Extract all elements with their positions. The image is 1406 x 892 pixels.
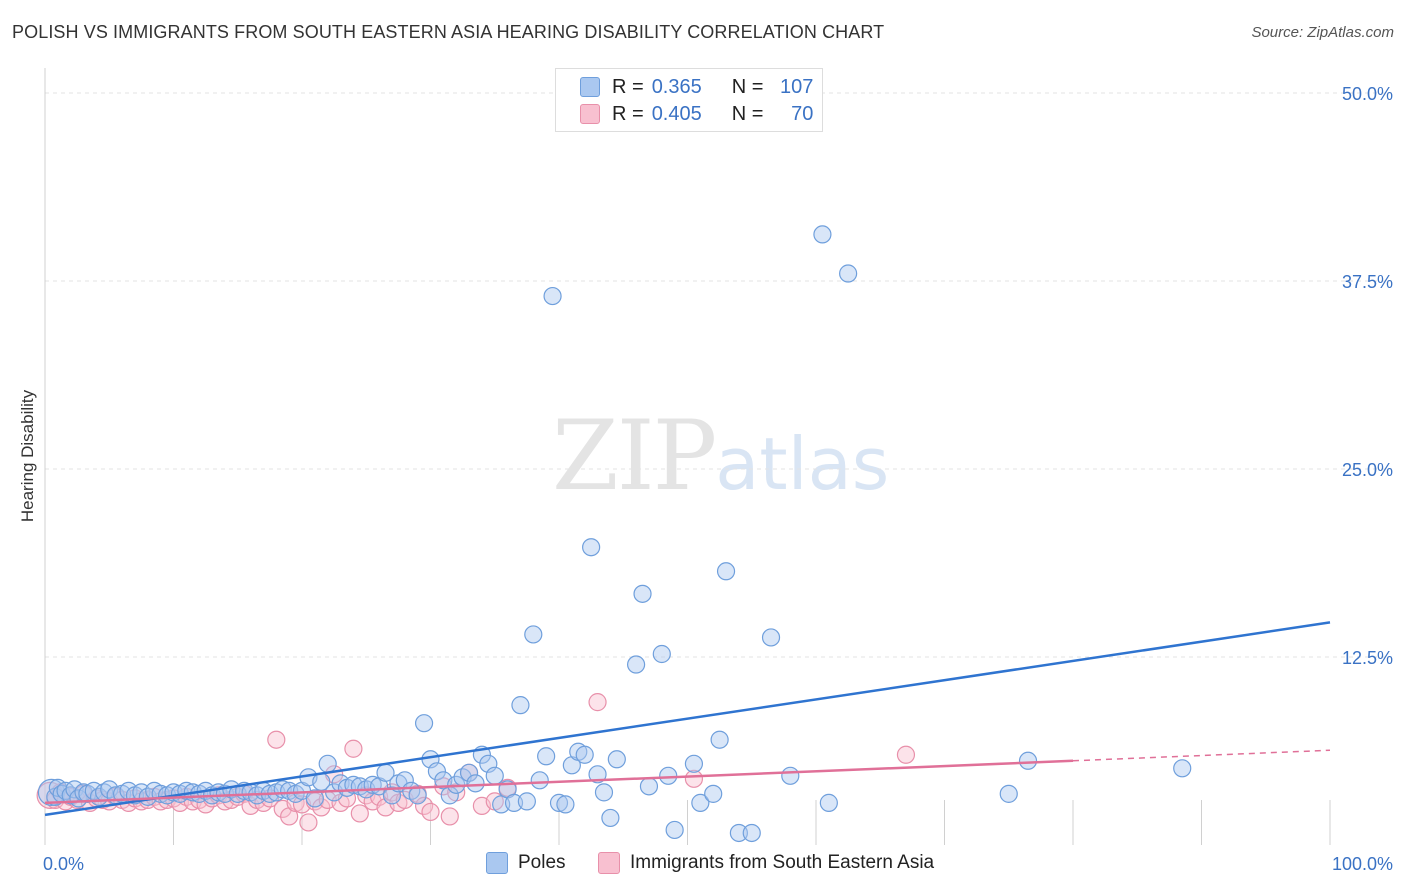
immigrants-point: [267, 730, 286, 749]
legend-n-label: N =: [731, 75, 764, 98]
pink-series-points: [36, 693, 916, 832]
poles-point: [665, 820, 684, 840]
bottom-legend-poles: Poles: [486, 852, 566, 874]
poles-point: [601, 808, 620, 828]
poles-point: [530, 771, 549, 790]
y-tick-label: 37.5%: [1342, 272, 1393, 292]
poles-point: [543, 286, 562, 306]
poles-point: [1173, 759, 1192, 778]
poles-point: [684, 754, 704, 773]
axes: [44, 68, 1331, 845]
bottom-swatch-poles: [486, 852, 508, 874]
legend-swatch-poles: [580, 77, 600, 97]
legend-n-label: N =: [731, 102, 764, 125]
poles-point: [556, 795, 575, 814]
poles-point: [1018, 751, 1038, 770]
poles-point: [839, 264, 858, 283]
poles-trend-line: [44, 621, 1331, 817]
poles-point: [633, 584, 652, 603]
immigrants-point: [344, 739, 363, 758]
poles-point: [427, 762, 447, 781]
poles-point: [729, 823, 749, 843]
poles-point: [742, 823, 761, 843]
poles-point: [549, 793, 569, 812]
bottom-swatch-immigrants: [598, 852, 620, 874]
poles-point: [710, 730, 729, 749]
poles-point: [485, 766, 504, 785]
legend-n-value: 107: [780, 75, 814, 98]
poles-point: [626, 655, 646, 674]
blue-series-points: [37, 225, 1192, 843]
poles-point: [716, 562, 736, 581]
poles-point: [813, 225, 832, 244]
immigrants-point: [350, 804, 369, 823]
poles-point: [761, 628, 781, 647]
source-credit: Source: ZipAtlas.com: [1251, 24, 1394, 41]
legend-r-label: R =: [612, 102, 644, 125]
y-tick-label: 25.0%: [1342, 460, 1393, 480]
poles-point: [588, 765, 607, 784]
watermark-atlas: atlas: [715, 422, 890, 506]
y-axis-label: Hearing Disability: [18, 389, 37, 523]
immigrants-point: [421, 802, 440, 822]
poles-point: [511, 696, 530, 715]
correlation-legend: R = 0.365 N = 107 R = 0.405 N = 70: [555, 68, 823, 132]
chart-title: POLISH VS IMMIGRANTS FROM SOUTH EASTERN …: [12, 22, 885, 42]
poles-point: [594, 783, 614, 802]
immigrants-point: [312, 798, 331, 817]
poles-point: [659, 766, 678, 785]
watermark-zip: ZIP: [552, 400, 717, 512]
y-tick-label: 12.5%: [1342, 648, 1393, 668]
legend-row-immigrants: R = 0.405 N = 70: [556, 101, 813, 127]
poles-point: [459, 763, 479, 782]
legend-row-poles: R = 0.365 N = 107: [556, 74, 813, 100]
legend-r-value: 0.365: [651, 75, 702, 98]
x-tick-labels: 0.0% 100.0%: [43, 854, 1393, 874]
poles-point: [704, 784, 723, 803]
immigrants-point: [299, 813, 318, 832]
poles-point: [524, 625, 543, 644]
legend-swatch-immigrants: [580, 104, 600, 124]
immigrants-point: [896, 745, 916, 764]
immigrants-point: [440, 807, 459, 826]
poles-point: [607, 750, 626, 769]
poles-point: [781, 766, 800, 785]
poles-point: [582, 538, 601, 557]
immigrants-point: [684, 769, 704, 788]
poles-point: [517, 792, 536, 811]
trend-lines: [44, 621, 1331, 817]
y-tick-labels: 12.5% 25.0% 37.5% 50.0%: [1342, 84, 1393, 668]
poles-point: [408, 786, 427, 805]
x-tick-label-max: 100.0%: [1332, 854, 1393, 874]
x-tick-label-min: 0.0%: [43, 854, 84, 874]
bottom-label-poles: Poles: [518, 852, 566, 873]
poles-point: [652, 644, 671, 664]
legend-r-label: R =: [612, 75, 644, 98]
poles-point: [414, 714, 434, 733]
immigrants-trend-line: [44, 759, 1074, 805]
immigrants-point: [588, 693, 607, 712]
poles-point: [575, 745, 594, 764]
y-tick-label: 50.0%: [1342, 84, 1393, 104]
bottom-legend-immigrants: Immigrants from South Eastern Asia: [598, 852, 934, 874]
poles-point: [305, 789, 324, 808]
poles-point: [691, 793, 710, 812]
poles-point: [537, 747, 556, 766]
poles-point: [639, 777, 659, 796]
legend-n-value: 70: [791, 102, 814, 125]
watermark: ZIPatlas: [552, 400, 889, 512]
bottom-label-immigrants: Immigrants from South Eastern Asia: [630, 852, 935, 873]
poles-point: [999, 784, 1018, 803]
poles-point: [318, 754, 337, 773]
immigrants-trend-extension: [1072, 749, 1331, 762]
poles-point: [466, 774, 485, 793]
legend-r-value: 0.405: [651, 102, 702, 125]
poles-point: [819, 793, 838, 812]
